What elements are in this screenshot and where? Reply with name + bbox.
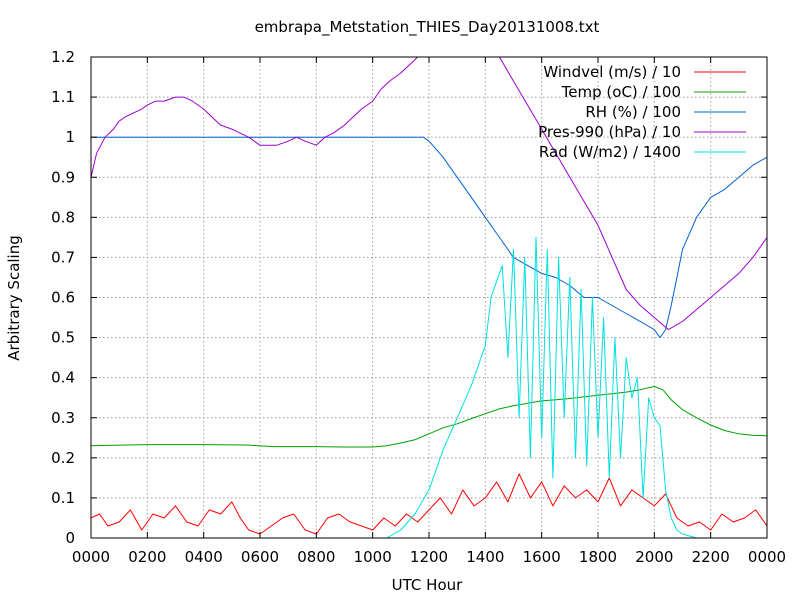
x-tick-label: 1400 bbox=[466, 548, 504, 566]
x-tick-label: 1000 bbox=[354, 548, 392, 566]
x-tick-label: 0000 bbox=[748, 548, 786, 566]
x-tick-label: 1200 bbox=[410, 548, 448, 566]
series-line-1 bbox=[90, 386, 768, 448]
y-tick-label: 0 bbox=[65, 529, 75, 547]
y-tick-label: 0.3 bbox=[51, 409, 75, 427]
ticks bbox=[90, 56, 768, 539]
y-tick-label: 0.6 bbox=[51, 289, 75, 307]
y-tick-label: 0.7 bbox=[51, 248, 75, 266]
y-tick-label: 1.2 bbox=[51, 48, 75, 66]
legend-label: RH (%) / 100 bbox=[585, 103, 681, 121]
series-layer bbox=[90, 56, 768, 539]
legend-label: Temp (oC) / 100 bbox=[561, 83, 681, 101]
y-tick-label: 0.5 bbox=[51, 329, 75, 347]
series-line-0 bbox=[90, 473, 768, 535]
y-tick-label: 0.4 bbox=[51, 369, 75, 387]
x-tick-label: 2200 bbox=[692, 548, 730, 566]
x-tick-label: 0200 bbox=[128, 548, 166, 566]
x-axis-label: UTC Hour bbox=[392, 576, 463, 594]
x-tick-label: 0400 bbox=[185, 548, 223, 566]
legend-label: Rad (W/m2) / 1400 bbox=[539, 143, 681, 161]
x-tick-label: 0600 bbox=[241, 548, 279, 566]
y-axis-label: Arbitrary Scaling bbox=[5, 235, 23, 361]
legend: Windvel (m/s) / 10 Temp (oC) / 100 RH (%) … bbox=[538, 63, 746, 161]
y-tick-label: 0.2 bbox=[51, 449, 75, 467]
legend-label: Pres-990 (hPa) / 10 bbox=[538, 123, 681, 141]
x-tick-labels: 0000 0200 0400 0600 0800 1000 1200 1400 1600 1800… bbox=[72, 548, 786, 566]
y-tick-label: 0.9 bbox=[51, 168, 75, 186]
x-tick-label: 2000 bbox=[635, 548, 673, 566]
x-tick-label: 0000 bbox=[72, 548, 110, 566]
x-tick-label: 0800 bbox=[297, 548, 335, 566]
series-line-4 bbox=[91, 236, 767, 539]
legend-label: Windvel (m/s) / 10 bbox=[543, 63, 681, 81]
y-tick-label: 0.8 bbox=[51, 208, 75, 226]
series-line-2 bbox=[91, 136, 768, 339]
y-tick-label: 1 bbox=[65, 128, 75, 146]
chart-title: embrapa_Metstation_THIES_Day20131008.txt bbox=[255, 18, 600, 37]
x-tick-label: 1800 bbox=[579, 548, 617, 566]
y-tick-label: 1.1 bbox=[51, 88, 75, 106]
x-tick-label: 1600 bbox=[523, 548, 561, 566]
y-tick-label: 0.1 bbox=[51, 489, 75, 507]
series-line-3 bbox=[90, 56, 768, 331]
y-tick-labels: 0 0.1 0.2 0.3 0.4 0.5 0.6 0.7 0.8 0.9 1 1.1 1.2 bbox=[51, 48, 75, 547]
